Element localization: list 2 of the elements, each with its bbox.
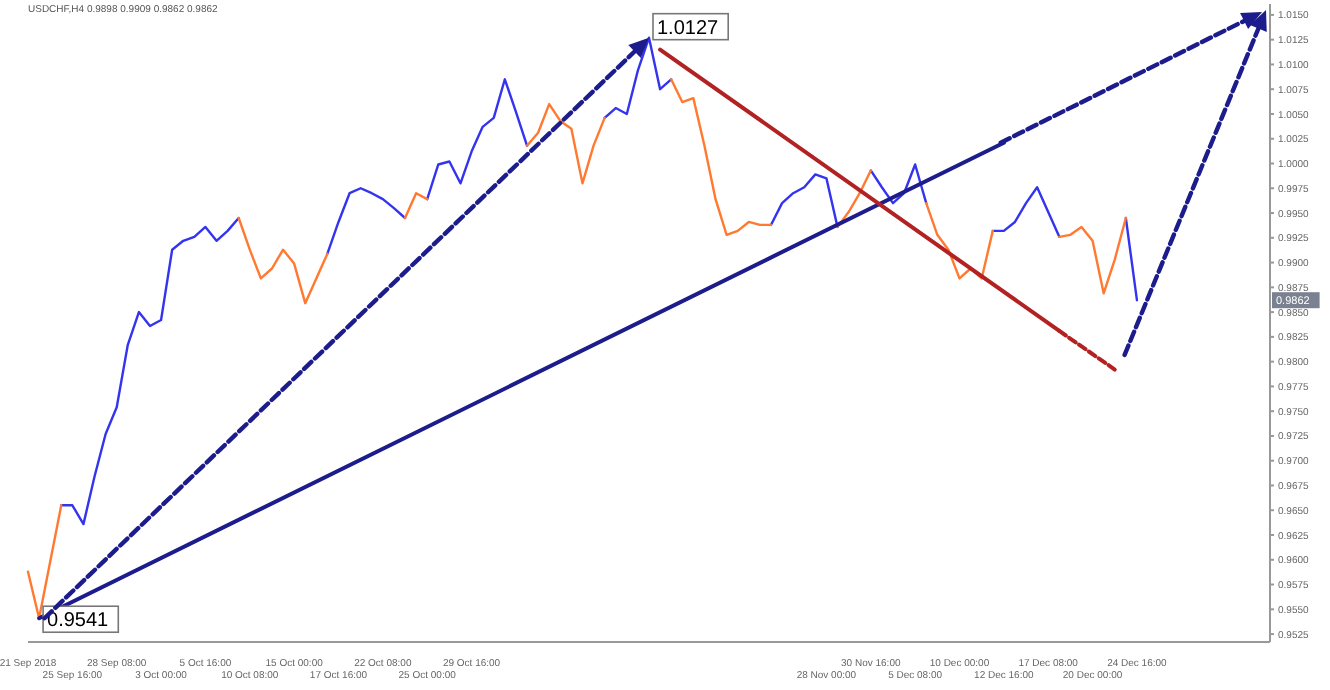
annotation: 0.9541 bbox=[47, 610, 110, 633]
annotation: 1.0127 bbox=[657, 17, 720, 40]
